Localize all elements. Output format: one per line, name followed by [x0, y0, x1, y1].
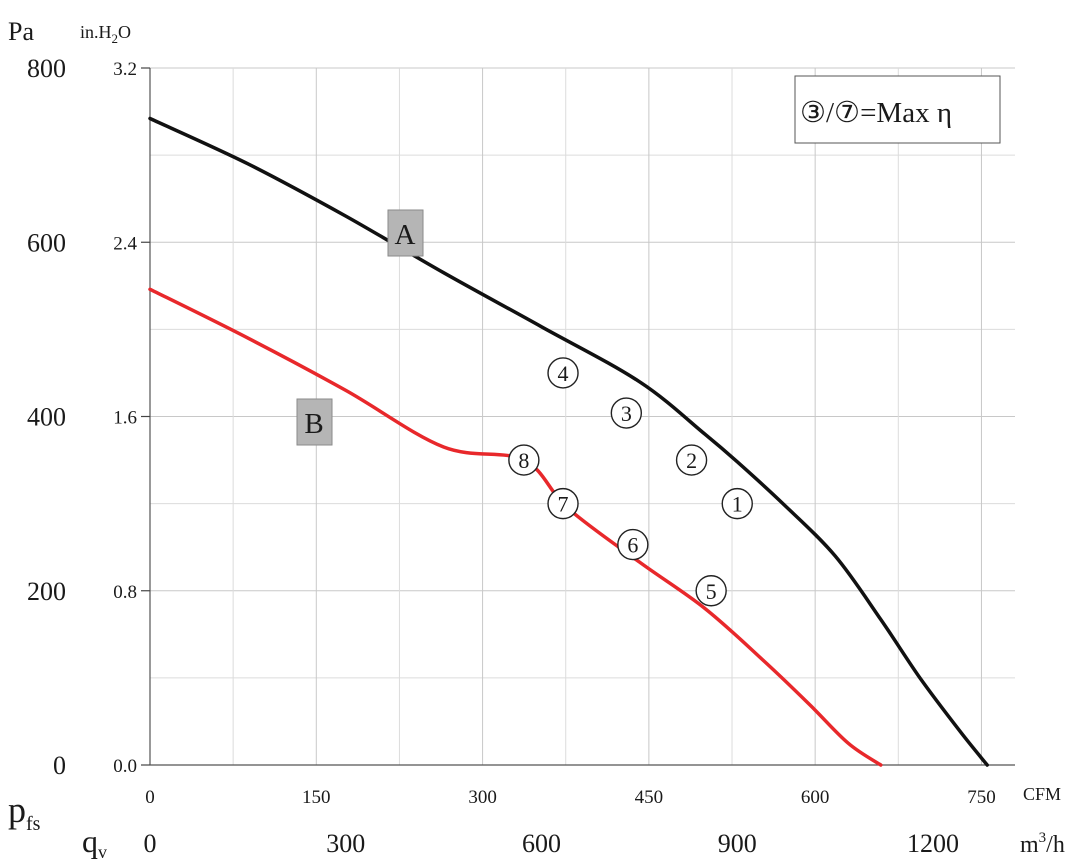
operating-point-4: 4 — [547, 357, 579, 389]
x-tick-label-cfm: 0 — [145, 787, 155, 808]
x-tick-label-cfm: 150 — [302, 787, 331, 808]
x-tick-label-cfm: 600 — [801, 787, 830, 808]
y-tick-label-pa: 800 — [27, 54, 66, 83]
max-efficiency-points: ③/⑦ — [800, 97, 860, 129]
max-efficiency-box: ③/⑦=Max η — [794, 75, 1001, 144]
y-tick-label-inh2o: 0.8 — [113, 582, 137, 603]
grid-lines — [141, 67, 1015, 766]
operating-point-label: 5 — [706, 579, 717, 604]
curve-label-a-text: A — [395, 219, 416, 251]
y-unit-pa: Pa — [8, 17, 34, 46]
y-tick-label-pa: 0 — [53, 751, 66, 780]
x-tick-label-cfm: 450 — [635, 787, 664, 808]
x-tick-labels: 0 150 300 450 600 750 0 300 600 900 1200 — [144, 787, 996, 858]
y-tick-labels: 0 0.0 200 0.8 400 1.6 600 2.4 800 3.2 — [27, 54, 138, 780]
operating-point-label: 8 — [518, 448, 529, 473]
x-tick-label-m3h: 900 — [718, 829, 757, 858]
curve-label-b-text: B — [304, 408, 323, 440]
operating-point-label: 3 — [621, 401, 632, 426]
curve-a — [148, 116, 989, 767]
curve-label-a: A — [387, 209, 424, 257]
operating-point-circle — [721, 487, 753, 520]
operating-point-circle — [675, 444, 708, 476]
x-unit-cfm: CFM — [1023, 784, 1061, 804]
operating-point-label: 1 — [732, 492, 743, 517]
operating-point-circle — [610, 397, 643, 429]
operating-point-label: 4 — [558, 361, 569, 386]
y-tick-label-inh2o: 3.2 — [113, 59, 137, 80]
operating-point-label: 2 — [686, 448, 697, 473]
operating-point-circle — [547, 357, 579, 389]
curve-label-b: B — [296, 398, 333, 446]
x-tick-label-m3h: 300 — [326, 829, 365, 858]
y-tick-label-pa: 600 — [27, 228, 66, 257]
x-tick-label-m3h: 1200 — [907, 829, 959, 858]
x-tick-label-m3h: 0 — [144, 829, 157, 858]
operating-point-2: 2 — [675, 444, 708, 476]
x-tick-label-cfm: 300 — [468, 787, 497, 808]
operating-point-circle — [547, 487, 579, 520]
operating-point-5: 5 — [695, 575, 727, 607]
operating-point-8: 8 — [508, 444, 540, 476]
y-tick-label-inh2o: 1.6 — [113, 408, 137, 429]
y-tick-label-inh2o: 2.4 — [113, 233, 137, 254]
operating-point-1: 1 — [721, 487, 753, 520]
svg-text:③/⑦=Max η: ③/⑦=Max η — [800, 97, 952, 129]
operating-point-7: 7 — [547, 487, 579, 520]
y-axis-symbol: pfs — [8, 790, 41, 835]
operating-point-3: 3 — [610, 397, 643, 429]
x-unit-m3h: m3/h — [1020, 830, 1065, 858]
operating-point-markers: 1 2 3 4 5 6 7 8 — [508, 357, 753, 607]
operating-point-circle — [617, 528, 649, 561]
x-tick-label-m3h: 600 — [522, 829, 561, 858]
operating-point-circle — [508, 444, 540, 476]
operating-point-circle — [695, 575, 727, 607]
x-axis-symbol: qv — [82, 823, 107, 861]
x-tick-label-cfm: 750 — [967, 787, 996, 808]
y-unit-inh2o: in.H2O — [80, 22, 131, 46]
operating-point-label: 6 — [627, 533, 638, 558]
max-efficiency-label: =Max η — [860, 97, 952, 129]
y-tick-label-pa: 400 — [27, 403, 66, 432]
operating-point-label: 7 — [558, 492, 569, 517]
y-tick-label-pa: 200 — [27, 577, 66, 606]
operating-point-6: 6 — [617, 528, 649, 561]
y-tick-label-inh2o: 0.0 — [113, 756, 137, 777]
